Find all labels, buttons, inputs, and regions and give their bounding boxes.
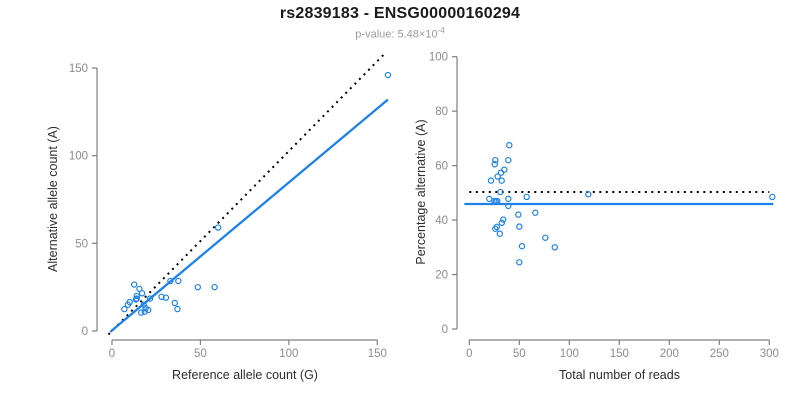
left-plot-y-tick-label: 100	[69, 151, 88, 163]
right-plot-data-point	[505, 195, 512, 203]
right-plot-data-point	[486, 195, 493, 203]
left-plot-data-point	[124, 301, 132, 308]
right-plot-data-point	[506, 141, 513, 149]
right-plot-data-point	[494, 173, 501, 180]
right-plot-y-tick-label: 80	[435, 106, 448, 118]
left-plot-x-tick-label: 50	[194, 348, 207, 360]
left-plot-data-point	[133, 292, 140, 300]
right-plot-data-point	[523, 193, 530, 201]
right-plot-data-point	[487, 177, 495, 184]
right-plot-data-point	[516, 223, 523, 230]
left-plot-data-point	[214, 224, 222, 231]
right-plot-data-point	[505, 202, 512, 210]
right-plot-data-point	[497, 188, 504, 196]
left-plot-data-point	[146, 295, 154, 302]
left-plot-data-point	[140, 301, 148, 308]
right-y-axis-label: Percentage alternative (A)	[414, 119, 428, 265]
right-plot-x-tick-label: 0	[466, 348, 472, 360]
right-plot-x-tick-label: 300	[760, 348, 779, 360]
right-plot-x-tick-label: 250	[710, 348, 729, 360]
fit-line	[109, 98, 389, 333]
pvalue-exponent: -4	[437, 26, 445, 35]
right-plot-data-point	[515, 211, 522, 218]
right-plot-data-point	[542, 234, 549, 241]
figure-subtitle: p-value: 5.48×10-4	[0, 26, 800, 41]
right-plot-data-point	[496, 230, 503, 237]
left-plot-y-tick-label: 0	[82, 326, 88, 338]
pvalue-text: p-value: 5.48×10	[355, 28, 438, 41]
left-plot-data-point	[145, 306, 152, 314]
right-plot-data-point	[532, 209, 539, 216]
left-plot-y-tick-label: 50	[75, 238, 88, 250]
left-y-axis-label: Alternative allele count (A)	[46, 126, 60, 272]
identity-line	[107, 53, 386, 336]
left-plot-x-tick-label: 150	[368, 348, 387, 360]
left-plot-data-point	[211, 283, 218, 291]
left-plot-data-point	[167, 277, 174, 285]
right-plot-data-point	[585, 191, 592, 198]
right-plot-data-point	[551, 244, 559, 251]
right-plot-x-tick-label: 100	[560, 348, 579, 360]
left-plot-x-tick-label: 100	[279, 348, 298, 360]
left-plot-data-point	[174, 305, 181, 313]
right-plot-data-point	[500, 216, 507, 223]
left-plot-data-point	[175, 277, 182, 285]
left-plot-data-point	[384, 71, 392, 79]
right-x-axis-label: Total number of reads	[559, 368, 680, 382]
right-plot-y-tick-label: 40	[435, 215, 448, 227]
left-plot-data-point	[162, 294, 170, 301]
right-plot-data-point	[516, 259, 523, 266]
right-plot-data-point	[491, 161, 498, 168]
right-plot-data-point	[518, 243, 526, 250]
right-plot-x-tick-label: 50	[513, 348, 526, 360]
right-plot-data-point	[498, 177, 505, 184]
left-plot-data-point	[138, 290, 146, 297]
right-plot-data-point	[492, 156, 499, 164]
right-plot-y-tick-label: 100	[429, 52, 448, 64]
left-plot-data-point	[130, 281, 138, 288]
right-plot-y-tick-label: 0	[442, 324, 448, 336]
left-plot-data-point	[171, 299, 178, 307]
left-plot-data-point	[133, 295, 140, 302]
right-plot-y-tick-label: 60	[435, 161, 448, 173]
right-plot-data-point	[492, 225, 499, 232]
right-plot-x-tick-label: 200	[660, 348, 679, 360]
left-plot-data-point	[132, 296, 140, 303]
right-plot-data-point	[494, 197, 501, 205]
right-plot-data-point	[501, 166, 508, 173]
left-plot-data-point	[194, 283, 201, 291]
right-plot-x-tick-label: 150	[610, 348, 629, 360]
left-plot-data-point	[137, 309, 145, 316]
right-plot-y-tick-label: 20	[435, 270, 448, 282]
right-plot-data-point	[505, 156, 512, 164]
right-plot-data-point	[497, 169, 505, 176]
left-x-axis-label: Reference allele count (G)	[172, 368, 318, 382]
right-plot-data-point	[769, 193, 776, 201]
right-plot-data-point	[498, 219, 505, 227]
left-plot-data-point	[121, 305, 128, 313]
left-plot-y-tick-label: 150	[69, 63, 88, 75]
figure-title: rs2839183 - ENSG00000160294	[279, 5, 521, 22]
left-plot-data-point	[158, 293, 165, 301]
left-plot-data-point	[141, 308, 148, 315]
left-plot-x-tick-label: 0	[109, 348, 115, 360]
